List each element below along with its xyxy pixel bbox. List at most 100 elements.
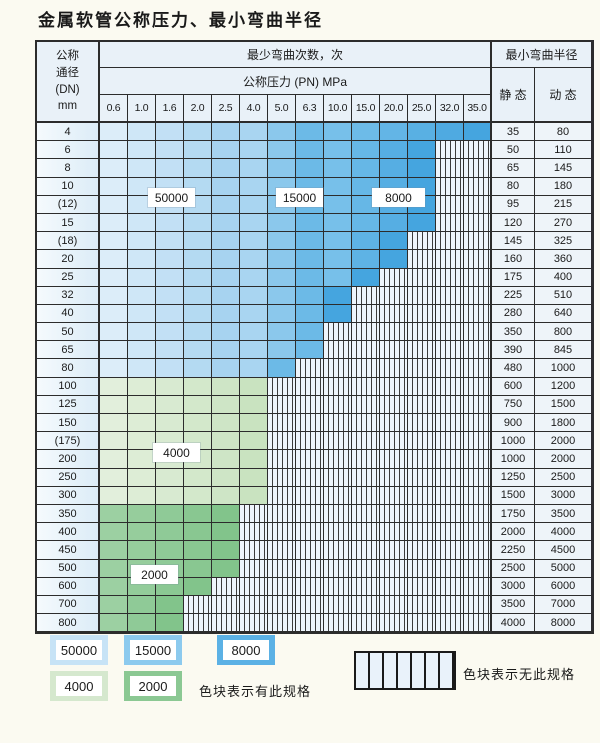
dynamic-cell: 8000 <box>535 614 592 633</box>
no-spec-cell <box>296 395 324 414</box>
spec-cell <box>128 341 156 360</box>
no-spec-cell <box>324 486 352 505</box>
dn-cell: 600 <box>37 577 100 596</box>
spec-cell <box>156 523 184 542</box>
spec-cell <box>240 286 268 305</box>
pressure-header-cell: 4.0 <box>240 95 268 123</box>
no-spec-cell <box>380 414 408 433</box>
no-spec-cell <box>324 341 352 360</box>
no-spec-cell <box>464 323 492 342</box>
spec-cell <box>408 159 436 178</box>
spec-cell <box>240 304 268 324</box>
spec-cell <box>128 504 156 524</box>
spec-cell <box>240 359 268 378</box>
spec-cell <box>240 432 268 451</box>
dynamic-cell: 215 <box>535 195 592 214</box>
spec-cell <box>268 286 296 305</box>
no-spec-cell <box>436 195 464 214</box>
spec-cell <box>212 468 240 487</box>
legend-has-spec-text: 色块表示有此规格 <box>199 684 312 699</box>
no-spec-cell <box>464 141 492 160</box>
no-spec-cell <box>352 541 380 560</box>
pressure-header-cell: 6.3 <box>296 95 324 123</box>
spec-cell <box>352 141 380 160</box>
dynamic-cell: 180 <box>535 177 592 196</box>
no-spec-cell <box>464 250 492 269</box>
spec-cell <box>212 141 240 160</box>
spec-cell <box>212 432 240 451</box>
spec-cell <box>240 177 268 196</box>
spec-cell <box>408 141 436 160</box>
spec-cell <box>128 323 156 342</box>
spec-cell <box>212 541 240 560</box>
spec-cell <box>408 213 436 233</box>
no-spec-cell <box>436 213 464 233</box>
spec-cell <box>240 213 268 233</box>
no-spec-cell <box>296 541 324 560</box>
spec-cell <box>352 232 380 251</box>
pressure-header-cell: 10.0 <box>324 95 352 123</box>
spec-cell <box>212 323 240 342</box>
no-spec-cell <box>240 577 268 596</box>
no-spec-cell <box>464 195 492 214</box>
pressure-header-cell: 25.0 <box>408 95 436 123</box>
no-spec-cell <box>352 450 380 469</box>
spec-cell <box>268 250 296 269</box>
dynamic-cell: 2000 <box>535 450 592 469</box>
dn-cell: (18) <box>37 232 100 251</box>
dynamic-cell: 1200 <box>535 377 592 396</box>
no-spec-cell <box>436 414 464 433</box>
static-cell: 900 <box>492 414 535 433</box>
no-spec-cell <box>268 559 296 578</box>
spec-cell <box>296 213 324 233</box>
spec-cell <box>324 268 352 287</box>
dynamic-cell: 640 <box>535 304 592 324</box>
no-spec-cell <box>464 159 492 178</box>
static-cell: 1500 <box>492 486 535 505</box>
no-spec-cell <box>464 432 492 451</box>
spec-cell <box>212 504 240 524</box>
spec-cell <box>464 123 492 142</box>
spec-cell <box>296 323 324 342</box>
pressure-header-cell: 20.0 <box>380 95 408 123</box>
region-label: 15000 <box>276 188 323 207</box>
no-spec-cell <box>408 486 436 505</box>
no-spec-cell <box>464 341 492 360</box>
no-spec-cell <box>408 577 436 596</box>
legend-swatch: 8000 <box>217 635 275 665</box>
dn-cell: 300 <box>37 486 100 505</box>
no-spec-cell <box>436 141 464 160</box>
spec-cell <box>296 268 324 287</box>
spec-cell <box>184 468 212 487</box>
spec-cell <box>240 450 268 469</box>
no-spec-cell <box>464 595 492 615</box>
spec-cell <box>268 232 296 251</box>
spec-cell <box>100 595 128 615</box>
dynamic-cell: 7000 <box>535 595 592 615</box>
spec-cell <box>240 468 268 487</box>
no-spec-cell <box>268 504 296 524</box>
spec-cell <box>240 141 268 160</box>
spec-cell <box>184 123 212 142</box>
static-cell: 390 <box>492 341 535 360</box>
spec-cell <box>352 123 380 142</box>
spec-cell <box>212 123 240 142</box>
no-spec-cell <box>324 468 352 487</box>
spec-cell <box>100 432 128 451</box>
legend-swatch: 4000 <box>50 671 108 701</box>
spec-cell <box>212 268 240 287</box>
no-spec-cell <box>436 559 464 578</box>
spec-cell <box>212 195 240 214</box>
no-spec-cell <box>352 323 380 342</box>
no-spec-cell <box>296 377 324 396</box>
spec-cell <box>212 341 240 360</box>
no-spec-cell <box>408 468 436 487</box>
no-spec-cell <box>380 523 408 542</box>
no-spec-cell <box>296 595 324 615</box>
no-spec-cell <box>408 250 436 269</box>
spec-cell <box>352 159 380 178</box>
static-header: 静 态 <box>492 68 535 123</box>
no-spec-cell <box>296 577 324 596</box>
pressure-header: 公称压力 (PN) MPa <box>100 68 492 95</box>
spec-cell <box>324 304 352 324</box>
